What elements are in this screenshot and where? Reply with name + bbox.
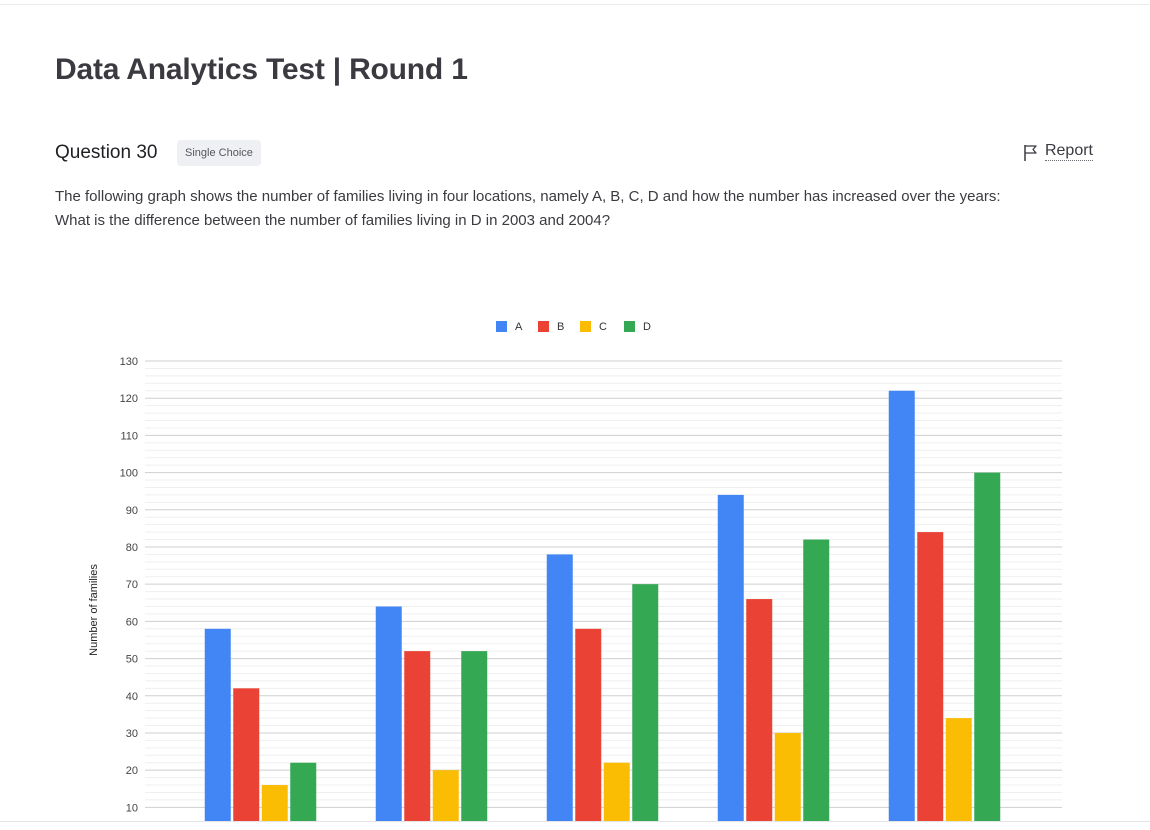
question-type-badge: Single Choice xyxy=(177,140,261,166)
bottom-divider xyxy=(0,821,1150,822)
legend-label-b: B xyxy=(557,321,564,333)
bar-b xyxy=(917,532,944,821)
y-axis-label: Number of families xyxy=(88,564,100,656)
legend-label-c: C xyxy=(599,321,607,333)
legend-label-d: D xyxy=(643,321,651,333)
bar-a xyxy=(888,390,915,821)
y-tick-label: 70 xyxy=(126,579,138,591)
bar-d xyxy=(290,762,317,821)
legend-swatch-c xyxy=(580,321,591,332)
y-tick-label: 110 xyxy=(120,430,138,442)
page-title: Data Analytics Test | Round 1 xyxy=(55,53,468,86)
question-text: The following graph shows the number of … xyxy=(55,185,1095,233)
report-button[interactable]: Report xyxy=(1023,142,1093,164)
y-tick-label: 40 xyxy=(126,691,138,703)
legend-swatch-b xyxy=(538,321,549,332)
question-line: What is the difference between the numbe… xyxy=(55,212,611,229)
bar-a xyxy=(546,554,573,821)
bar-c xyxy=(432,770,459,821)
y-tick-label: 30 xyxy=(126,728,138,740)
y-tick-label: 10 xyxy=(126,802,138,814)
report-label: Report xyxy=(1044,142,1093,161)
bar-b xyxy=(746,599,773,821)
bar-d xyxy=(632,584,659,821)
y-tick-label: 90 xyxy=(126,505,138,517)
bar-d xyxy=(974,472,1001,821)
y-tick-label: 50 xyxy=(126,654,138,666)
bar-a xyxy=(375,606,402,821)
legend-swatch-a xyxy=(496,321,507,332)
flag-icon xyxy=(1024,145,1037,161)
y-tick-label: 100 xyxy=(120,468,138,480)
bar-a xyxy=(717,494,744,821)
bar-b xyxy=(404,651,431,821)
bar-b xyxy=(233,688,260,821)
bar-c xyxy=(603,762,630,821)
legend-label-a: A xyxy=(515,321,523,333)
bar-a xyxy=(204,628,231,821)
y-tick-label: 60 xyxy=(126,616,138,628)
y-tick-label: 120 xyxy=(120,393,138,405)
question-line: The following graph shows the number of … xyxy=(55,188,1001,205)
bar-d xyxy=(803,539,830,821)
question-header: Question 30 Single Choice Report xyxy=(55,140,1095,166)
y-tick-label: 130 xyxy=(120,356,138,368)
y-tick-label: 20 xyxy=(126,765,138,777)
bar-c xyxy=(945,718,972,821)
bar-c xyxy=(261,785,288,821)
y-tick-label: 80 xyxy=(126,542,138,554)
legend-swatch-d xyxy=(624,321,635,332)
bar-d xyxy=(461,651,488,821)
top-divider xyxy=(0,4,1150,5)
bar-b xyxy=(575,628,602,821)
question-number: Question 30 xyxy=(55,142,158,163)
bar-c xyxy=(774,732,801,821)
